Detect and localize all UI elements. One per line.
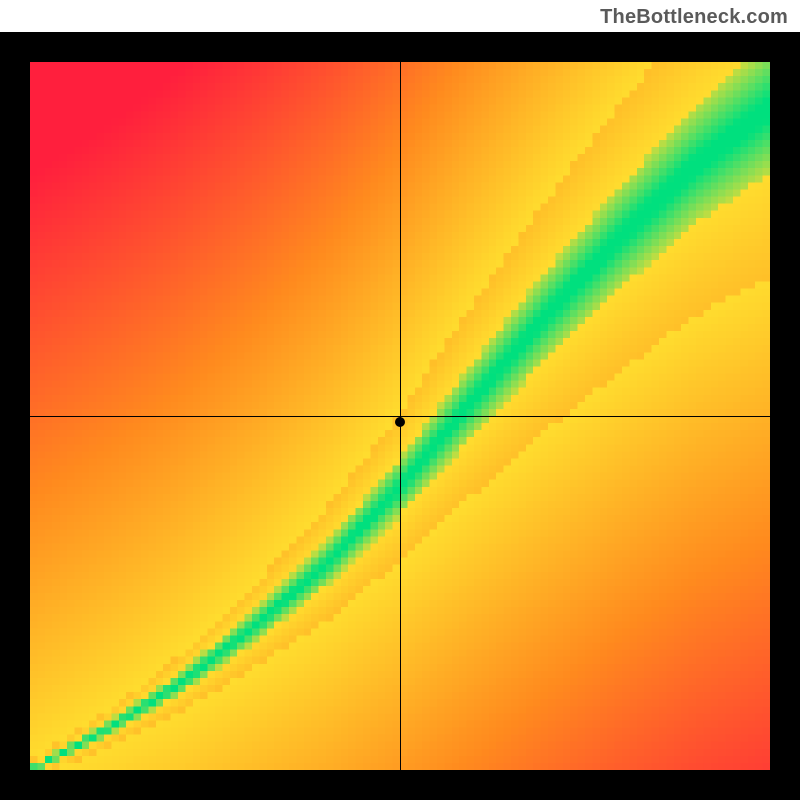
- heatmap-plot-area: [30, 62, 770, 770]
- plot-outer-frame: [0, 32, 800, 800]
- attribution-text: TheBottleneck.com: [600, 6, 788, 29]
- data-point-marker: [395, 417, 405, 427]
